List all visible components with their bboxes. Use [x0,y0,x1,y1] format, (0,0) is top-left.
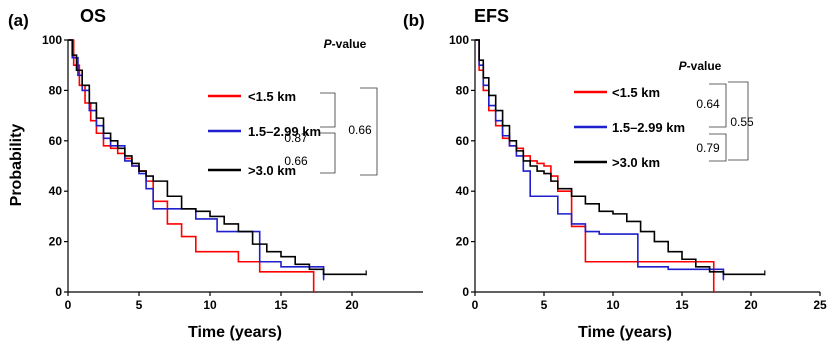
panel-b-x-tick-label: 25 [813,298,827,312]
panel-efs: (b) EFS Time (years) 0 20 40 60 80 100 0 5 10 15 2… [403,6,827,341]
panel-a-pvalue-lt15-mid: 0.87 [284,131,308,145]
panel-b-x-tick-label: 10 [606,298,620,312]
panel-b-curve-mid [475,39,725,280]
panel-a-y-tick-label: 80 [49,83,63,97]
panel-a-curve-gt3 [68,39,367,276]
panel-a-letter: (a) [8,11,29,30]
panel-a-x-tick-label: 10 [203,298,217,312]
panel-b-bracket-lt15-mid [709,83,727,128]
panel-b-bracket-mid-gt3 [709,133,727,162]
panel-a-bracket-lt15-mid [320,92,336,128]
panel-b-x-tick-label: 20 [744,298,758,312]
panel-a-pvalues: P-value 0.87 0.66 0.66 [284,37,378,176]
panel-b-title: EFS [474,6,509,26]
panel-b-y-tick-label: 20 [456,235,470,249]
panel-b-pvalue-lt15-mid: 0.64 [696,97,720,111]
panel-a-xlabel: Time (years) [188,324,282,341]
panel-b-pvalue-header: P-value [679,59,722,73]
panel-a-axes: 0 20 40 60 80 100 0 5 10 15 20 [42,33,423,312]
panel-b-pvalue-lt15-gt3: 0.55 [730,115,754,129]
panel-a-legend-label-lt15: <1.5 km [248,89,296,104]
panel-a-y-tick-label: 60 [49,134,63,148]
panel-a-y-tick-label: 20 [49,235,63,249]
panel-b-legend-label-mid: 1.5–2.99 km [612,120,685,135]
panel-b-curve-lt15 [475,39,715,292]
panel-a-x-tick-label: 0 [65,298,72,312]
panel-b-xlabel: Time (years) [578,324,672,341]
panel-a-y-tick-label: 100 [42,33,62,47]
panel-b-x-tick-label: 0 [472,298,479,312]
panel-b-bracket-lt15-gt3 [728,81,749,161]
panel-a-ylabel: Probability [8,124,25,207]
panel-b-y-tick-label: 40 [456,184,470,198]
panel-b-y-tick-label: 100 [449,33,469,47]
panel-a-bracket-lt15-gt3 [360,87,378,176]
panel-b-legend-label-gt3: >3.0 km [612,155,660,170]
panel-b-x-tick-label: 5 [541,298,548,312]
panel-b-y-tick-label: 80 [456,83,470,97]
panel-a-legend-label-mid: 1.5–2.99 km [248,124,321,139]
panel-os: (a) OS Probability Time (years) 0 20 40 60 8… [8,6,423,341]
panel-b-curves [475,39,766,293]
panel-a-y-tick-label: 0 [55,285,62,299]
panel-b-y-tick-label: 0 [462,285,469,299]
panel-a-curves [68,39,367,293]
panel-b-letter: (b) [403,11,425,30]
panel-b-x-tick-label: 15 [675,298,689,312]
panel-a-x-tick-label: 5 [136,298,143,312]
panel-b-pvalues: P-value 0.64 0.79 0.55 [679,59,754,162]
panel-b-axes: 0 20 40 60 80 100 0 5 10 15 20 25 [449,33,827,312]
panel-a-y-tick-label: 40 [49,184,63,198]
panel-a-bracket-mid-gt3 [320,132,336,174]
panel-b-legend: <1.5 km 1.5–2.99 km >3.0 km [574,85,685,170]
panel-b-curve-gt3 [475,39,765,276]
panel-b-pvalue-mid-gt3: 0.79 [696,141,720,155]
panel-a-legend-label-gt3: >3.0 km [248,163,296,178]
panel-a-x-tick-label: 15 [274,298,288,312]
panel-a-x-tick-label: 20 [345,298,359,312]
panel-a-title: OS [80,6,106,26]
panel-a-pvalue-header: P-value [324,37,367,51]
panel-b-y-tick-label: 60 [456,134,470,148]
panel-a-pvalue-lt15-gt3: 0.66 [348,123,372,137]
panel-a-pvalue-mid-gt3: 0.66 [284,154,308,168]
panel-b-legend-label-lt15: <1.5 km [612,85,660,100]
panel-a-legend: <1.5 km 1.5–2.99 km >3.0 km [208,89,321,178]
